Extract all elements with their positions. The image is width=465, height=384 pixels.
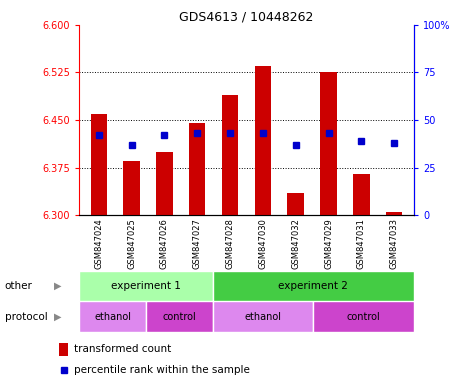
Bar xyxy=(146,301,213,332)
Text: experiment 1: experiment 1 xyxy=(111,281,181,291)
Bar xyxy=(79,301,146,332)
Bar xyxy=(255,66,271,215)
Text: control: control xyxy=(163,312,196,322)
Text: GSM847030: GSM847030 xyxy=(259,218,267,269)
Bar xyxy=(156,152,173,215)
Bar xyxy=(189,123,206,215)
Text: GSM847032: GSM847032 xyxy=(291,218,300,269)
Text: GSM847033: GSM847033 xyxy=(390,218,399,269)
Bar xyxy=(123,161,140,215)
Text: GSM847024: GSM847024 xyxy=(94,218,103,268)
Bar xyxy=(222,94,238,215)
Bar xyxy=(91,114,107,215)
Text: other: other xyxy=(5,281,33,291)
Text: GSM847025: GSM847025 xyxy=(127,218,136,268)
Text: percentile rank within the sample: percentile rank within the sample xyxy=(73,364,250,375)
Text: protocol: protocol xyxy=(5,312,47,322)
Text: GSM847027: GSM847027 xyxy=(193,218,202,269)
Text: ethanol: ethanol xyxy=(245,312,282,322)
Text: ethanol: ethanol xyxy=(94,312,131,322)
Text: GSM847029: GSM847029 xyxy=(324,218,333,268)
Text: GSM847031: GSM847031 xyxy=(357,218,366,269)
Bar xyxy=(213,271,414,301)
Text: transformed count: transformed count xyxy=(73,344,171,354)
Bar xyxy=(313,301,414,332)
Text: ▶: ▶ xyxy=(53,312,61,322)
Bar xyxy=(320,73,337,215)
Text: GSM847026: GSM847026 xyxy=(160,218,169,269)
Title: GDS4613 / 10448262: GDS4613 / 10448262 xyxy=(179,11,313,24)
Bar xyxy=(213,301,313,332)
Text: ▶: ▶ xyxy=(53,281,61,291)
Bar xyxy=(79,271,213,301)
Bar xyxy=(287,193,304,215)
Text: experiment 2: experiment 2 xyxy=(279,281,348,291)
Text: control: control xyxy=(347,312,380,322)
Bar xyxy=(60,343,68,356)
Bar xyxy=(353,174,370,215)
Bar xyxy=(386,212,402,215)
Text: GSM847028: GSM847028 xyxy=(226,218,234,269)
